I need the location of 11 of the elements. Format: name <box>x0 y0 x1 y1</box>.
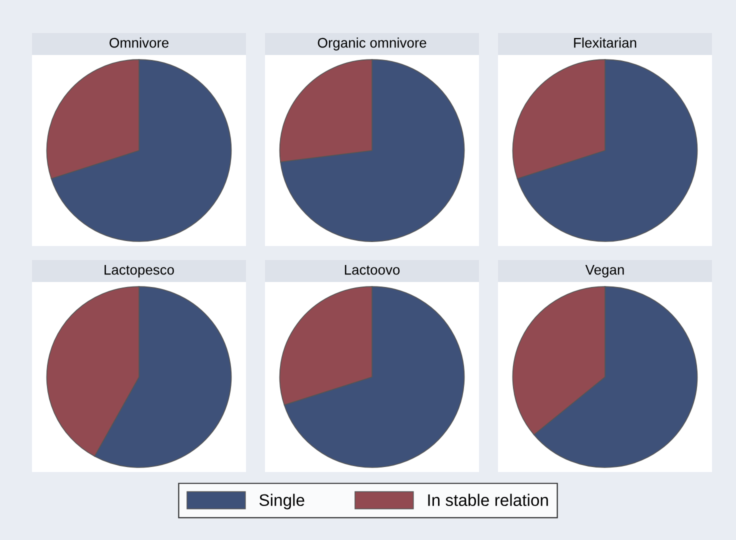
pie-slice <box>516 59 698 242</box>
chart-title: Lactopesco <box>104 265 174 278</box>
pie-slice <box>50 59 232 242</box>
chart-title: Flexitarian <box>574 38 636 48</box>
chart-title: Lactoovo <box>344 265 400 275</box>
chart-title: Vegan <box>585 265 624 278</box>
chart-title: Omnivore <box>110 38 168 48</box>
chart-title: Organic omnivore <box>318 38 426 50</box>
legend-label: In stable relation <box>428 494 548 506</box>
pie-slice <box>280 59 465 242</box>
legend-label: Single <box>259 494 304 510</box>
